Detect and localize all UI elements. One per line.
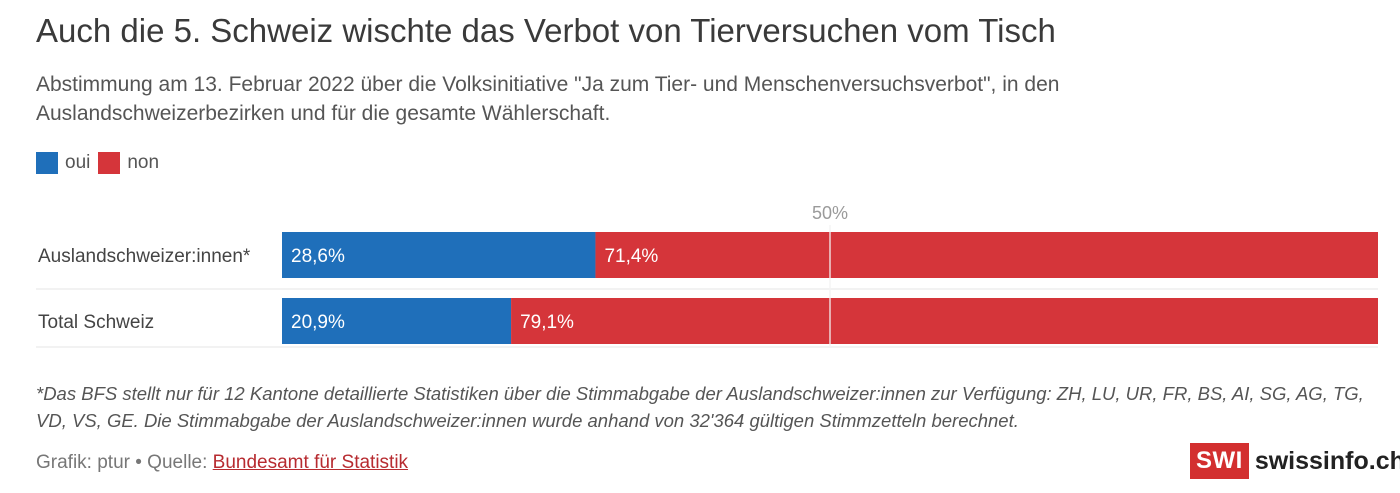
source-line: Grafik: ptur • Quelle: Bundesamt für Sta… [36, 452, 408, 474]
source-link[interactable]: Bundesamt für Statistik [212, 452, 409, 473]
bar-oui [282, 298, 512, 344]
data-label-oui: 28,6% [291, 246, 345, 267]
legend: oui non [36, 152, 167, 174]
legend-swatch-oui [36, 152, 58, 174]
chart-subtitle: Abstimmung am 13. Februar 2022 über die … [36, 73, 1060, 125]
footnote: *Das BFS stellt nur für 12 Kantone detai… [36, 383, 1364, 431]
legend-item-oui: oui [36, 152, 90, 174]
data-label-non: 71,4% [604, 246, 658, 267]
stacked-bar-chart: Auslandschweizer:innen* 28,6% 71,4% Total S… [36, 203, 1379, 348]
bar-non [595, 232, 1378, 278]
bar-non [511, 298, 1379, 344]
category-label: Auslandschweizer:innen* [38, 246, 251, 267]
swissinfo-logo[interactable]: SWI swissinfo.ch [1190, 443, 1400, 479]
legend-item-non: non [98, 152, 159, 174]
logo-text: swissinfo.ch [1254, 446, 1400, 475]
legend-label-oui: oui [65, 152, 91, 173]
chart-title: Auch die 5. Schweiz wischte das Verbot v… [36, 12, 1056, 49]
reference-line-label: 50% [812, 203, 848, 223]
legend-label-non: non [127, 152, 160, 173]
logo-badge: SWI [1190, 443, 1249, 479]
data-label-non: 79,1% [520, 312, 574, 333]
category-label: Total Schweiz [38, 312, 154, 333]
source-prefix: Grafik: ptur • Quelle: [36, 452, 213, 473]
legend-swatch-non [98, 152, 121, 174]
data-label-oui: 20,9% [291, 312, 345, 333]
bar-oui [282, 232, 596, 278]
